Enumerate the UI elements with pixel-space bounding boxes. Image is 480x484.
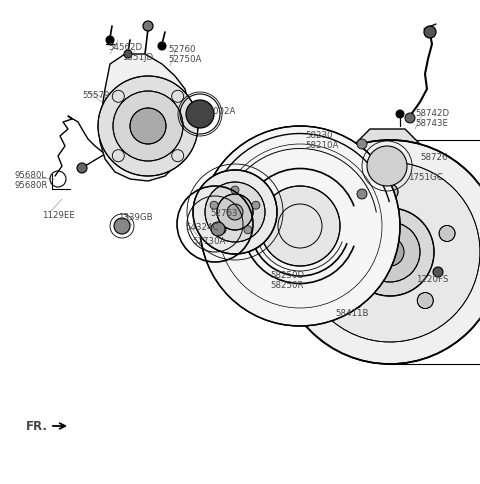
Text: 58250R: 58250R (270, 281, 303, 290)
Circle shape (186, 101, 214, 129)
Text: 54324C: 54324C (185, 222, 218, 231)
Text: 58411B: 58411B (335, 309, 369, 318)
Text: 52763: 52763 (210, 208, 238, 217)
Circle shape (106, 37, 114, 45)
Text: 95680L: 95680L (14, 170, 46, 179)
Circle shape (114, 219, 130, 235)
Circle shape (260, 187, 340, 267)
Circle shape (347, 293, 363, 309)
Circle shape (417, 293, 433, 309)
Text: 1339GB: 1339GB (118, 212, 153, 221)
Circle shape (325, 226, 341, 242)
Text: 58726: 58726 (420, 152, 447, 161)
Circle shape (193, 171, 277, 255)
Text: 55579: 55579 (82, 91, 109, 99)
Circle shape (357, 190, 367, 199)
Circle shape (158, 43, 166, 51)
Circle shape (300, 163, 480, 342)
Circle shape (77, 164, 87, 174)
Circle shape (346, 209, 434, 296)
Text: 1351JD: 1351JD (122, 52, 153, 61)
Circle shape (376, 239, 404, 267)
Circle shape (278, 141, 480, 364)
Circle shape (113, 92, 183, 162)
Circle shape (433, 268, 443, 277)
Text: 52760: 52760 (168, 45, 195, 53)
Text: FR.: FR. (26, 420, 48, 433)
Circle shape (124, 51, 132, 59)
Text: 38002A: 38002A (202, 106, 235, 115)
Polygon shape (100, 55, 190, 182)
Polygon shape (355, 130, 420, 207)
Text: 95680R: 95680R (14, 181, 48, 190)
Circle shape (396, 111, 404, 119)
Circle shape (200, 127, 400, 326)
Text: 58742D: 58742D (415, 108, 449, 117)
Circle shape (210, 202, 218, 210)
Circle shape (252, 202, 260, 210)
Circle shape (143, 22, 153, 32)
Text: 58210A: 58210A (305, 140, 338, 149)
Text: 1751GC: 1751GC (408, 172, 443, 181)
Circle shape (231, 187, 239, 195)
Circle shape (130, 109, 166, 145)
Text: 1129EE: 1129EE (42, 210, 75, 219)
Circle shape (244, 227, 252, 234)
Circle shape (217, 195, 253, 230)
Circle shape (405, 114, 415, 124)
Circle shape (382, 184, 398, 200)
Circle shape (357, 140, 367, 150)
Text: 1220FS: 1220FS (416, 274, 448, 283)
Circle shape (439, 226, 455, 242)
Text: 52730A: 52730A (192, 237, 226, 246)
Text: 58250D: 58250D (270, 270, 304, 279)
Text: 58743E: 58743E (415, 118, 448, 127)
Circle shape (218, 227, 226, 234)
Circle shape (98, 77, 198, 177)
Text: 54562D: 54562D (108, 43, 142, 51)
Circle shape (367, 147, 407, 187)
Circle shape (424, 27, 436, 39)
Circle shape (227, 205, 243, 221)
Circle shape (205, 182, 265, 242)
Text: 58230: 58230 (305, 130, 333, 139)
Circle shape (360, 223, 420, 283)
Text: 52750A: 52750A (168, 55, 202, 64)
Circle shape (211, 223, 225, 237)
